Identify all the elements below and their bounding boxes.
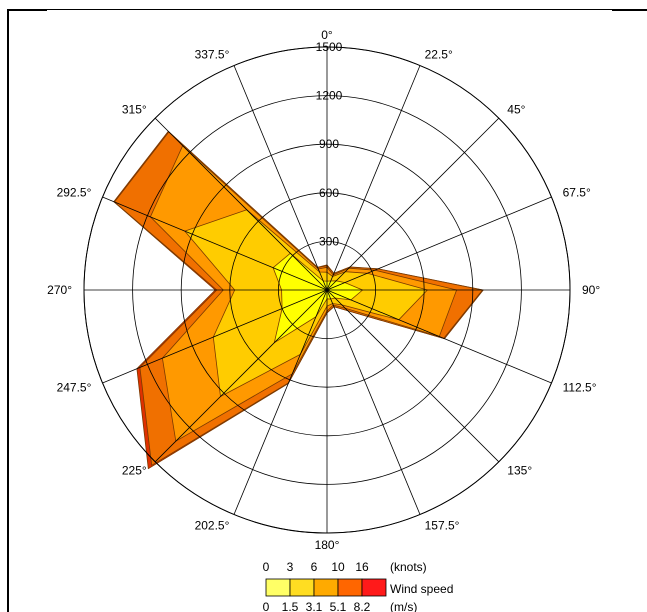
- spoke-12: [102, 289, 328, 384]
- legend-knots-tick-2: 3: [287, 560, 294, 574]
- radial-tick-label-5: 1500: [316, 40, 343, 54]
- spoke-11: [154, 289, 328, 463]
- legend-knots-tick-5: 16: [355, 560, 369, 574]
- legend-knots-tick-1: 0: [263, 560, 270, 574]
- direction-label-1: 0°: [321, 28, 333, 42]
- spoke-4: [326, 196, 552, 291]
- legend-ms-ticks: 0 1.5 3.1 5.1 8.2: [263, 600, 371, 612]
- direction-label-13: 270°: [47, 283, 72, 297]
- legend-title: Wind speed: [390, 582, 453, 596]
- legend-knots-unit: (knots): [390, 560, 427, 574]
- direction-label-7: 135°: [507, 463, 532, 477]
- legend-swatch-2: [289, 578, 315, 597]
- legend-swatch-1: [265, 578, 291, 597]
- radial-tick-label-2: 600: [319, 186, 339, 200]
- direction-label-12: 247.5°: [57, 381, 92, 395]
- direction-label-15: 315°: [122, 103, 147, 117]
- radial-tick-labels: 300 600 900 1200 1500: [316, 40, 343, 248]
- radial-tick-label-4: 1200: [316, 89, 343, 103]
- legend-ms-unit: (m/s): [390, 600, 417, 612]
- direction-label-3: 45°: [507, 103, 525, 117]
- direction-label-11: 225°: [122, 463, 147, 477]
- direction-labels: 0° 22.5° 45° 67.5° 90° 112.5° 135° 157.5° 180° 20…: [47, 28, 600, 552]
- legend-swatch-3: [313, 578, 339, 597]
- top-rule-left: [7, 9, 47, 11]
- legend-swatch-5: [361, 578, 387, 597]
- spoke-6: [326, 289, 552, 384]
- legend: 0 3 6 10 16 (knots) Wind speed 0 1.5 3.1 5.1 8.2…: [263, 560, 454, 612]
- spoke-3: [326, 117, 500, 291]
- direction-label-9: 180°: [315, 538, 340, 552]
- direction-label-16: 337.5°: [195, 47, 230, 61]
- spoke-15: [154, 117, 328, 291]
- direction-label-8: 157.5°: [425, 519, 460, 533]
- spoke-14: [102, 196, 328, 291]
- legend-ms-tick-3: 3.1: [306, 600, 323, 612]
- legend-knots-tick-4: 10: [331, 560, 345, 574]
- direction-label-6: 112.5°: [563, 381, 597, 395]
- legend-ms-tick-1: 0: [263, 600, 270, 612]
- legend-swatch-4: [337, 578, 363, 597]
- top-rule-main: [47, 9, 612, 10]
- legend-knots-tick-3: 6: [311, 560, 318, 574]
- polar-grid: [83, 46, 571, 534]
- radial-tick-label-1: 300: [319, 234, 339, 248]
- direction-label-4: 67.5°: [563, 185, 591, 199]
- legend-knots-ticks: 0 3 6 10 16: [263, 560, 369, 574]
- legend-ms-tick-5: 8.2: [354, 600, 371, 612]
- direction-label-14: 292.5°: [57, 185, 92, 199]
- spoke-10: [233, 289, 328, 515]
- spoke-7: [326, 289, 500, 463]
- spoke-8: [326, 289, 421, 515]
- direction-label-10: 202.5°: [195, 519, 230, 533]
- top-rule-right: [612, 9, 647, 11]
- radial-tick-label-3: 900: [319, 137, 339, 151]
- direction-label-2: 22.5°: [425, 47, 453, 61]
- petal-layers: [113, 130, 484, 470]
- legend-ms-tick-4: 5.1: [330, 600, 347, 612]
- legend-swatches: [265, 578, 387, 597]
- left-rule: [7, 9, 9, 612]
- direction-label-5: 90°: [582, 283, 600, 297]
- spoke-16: [233, 65, 328, 291]
- spoke-2: [326, 65, 421, 291]
- legend-ms-tick-2: 1.5: [282, 600, 299, 612]
